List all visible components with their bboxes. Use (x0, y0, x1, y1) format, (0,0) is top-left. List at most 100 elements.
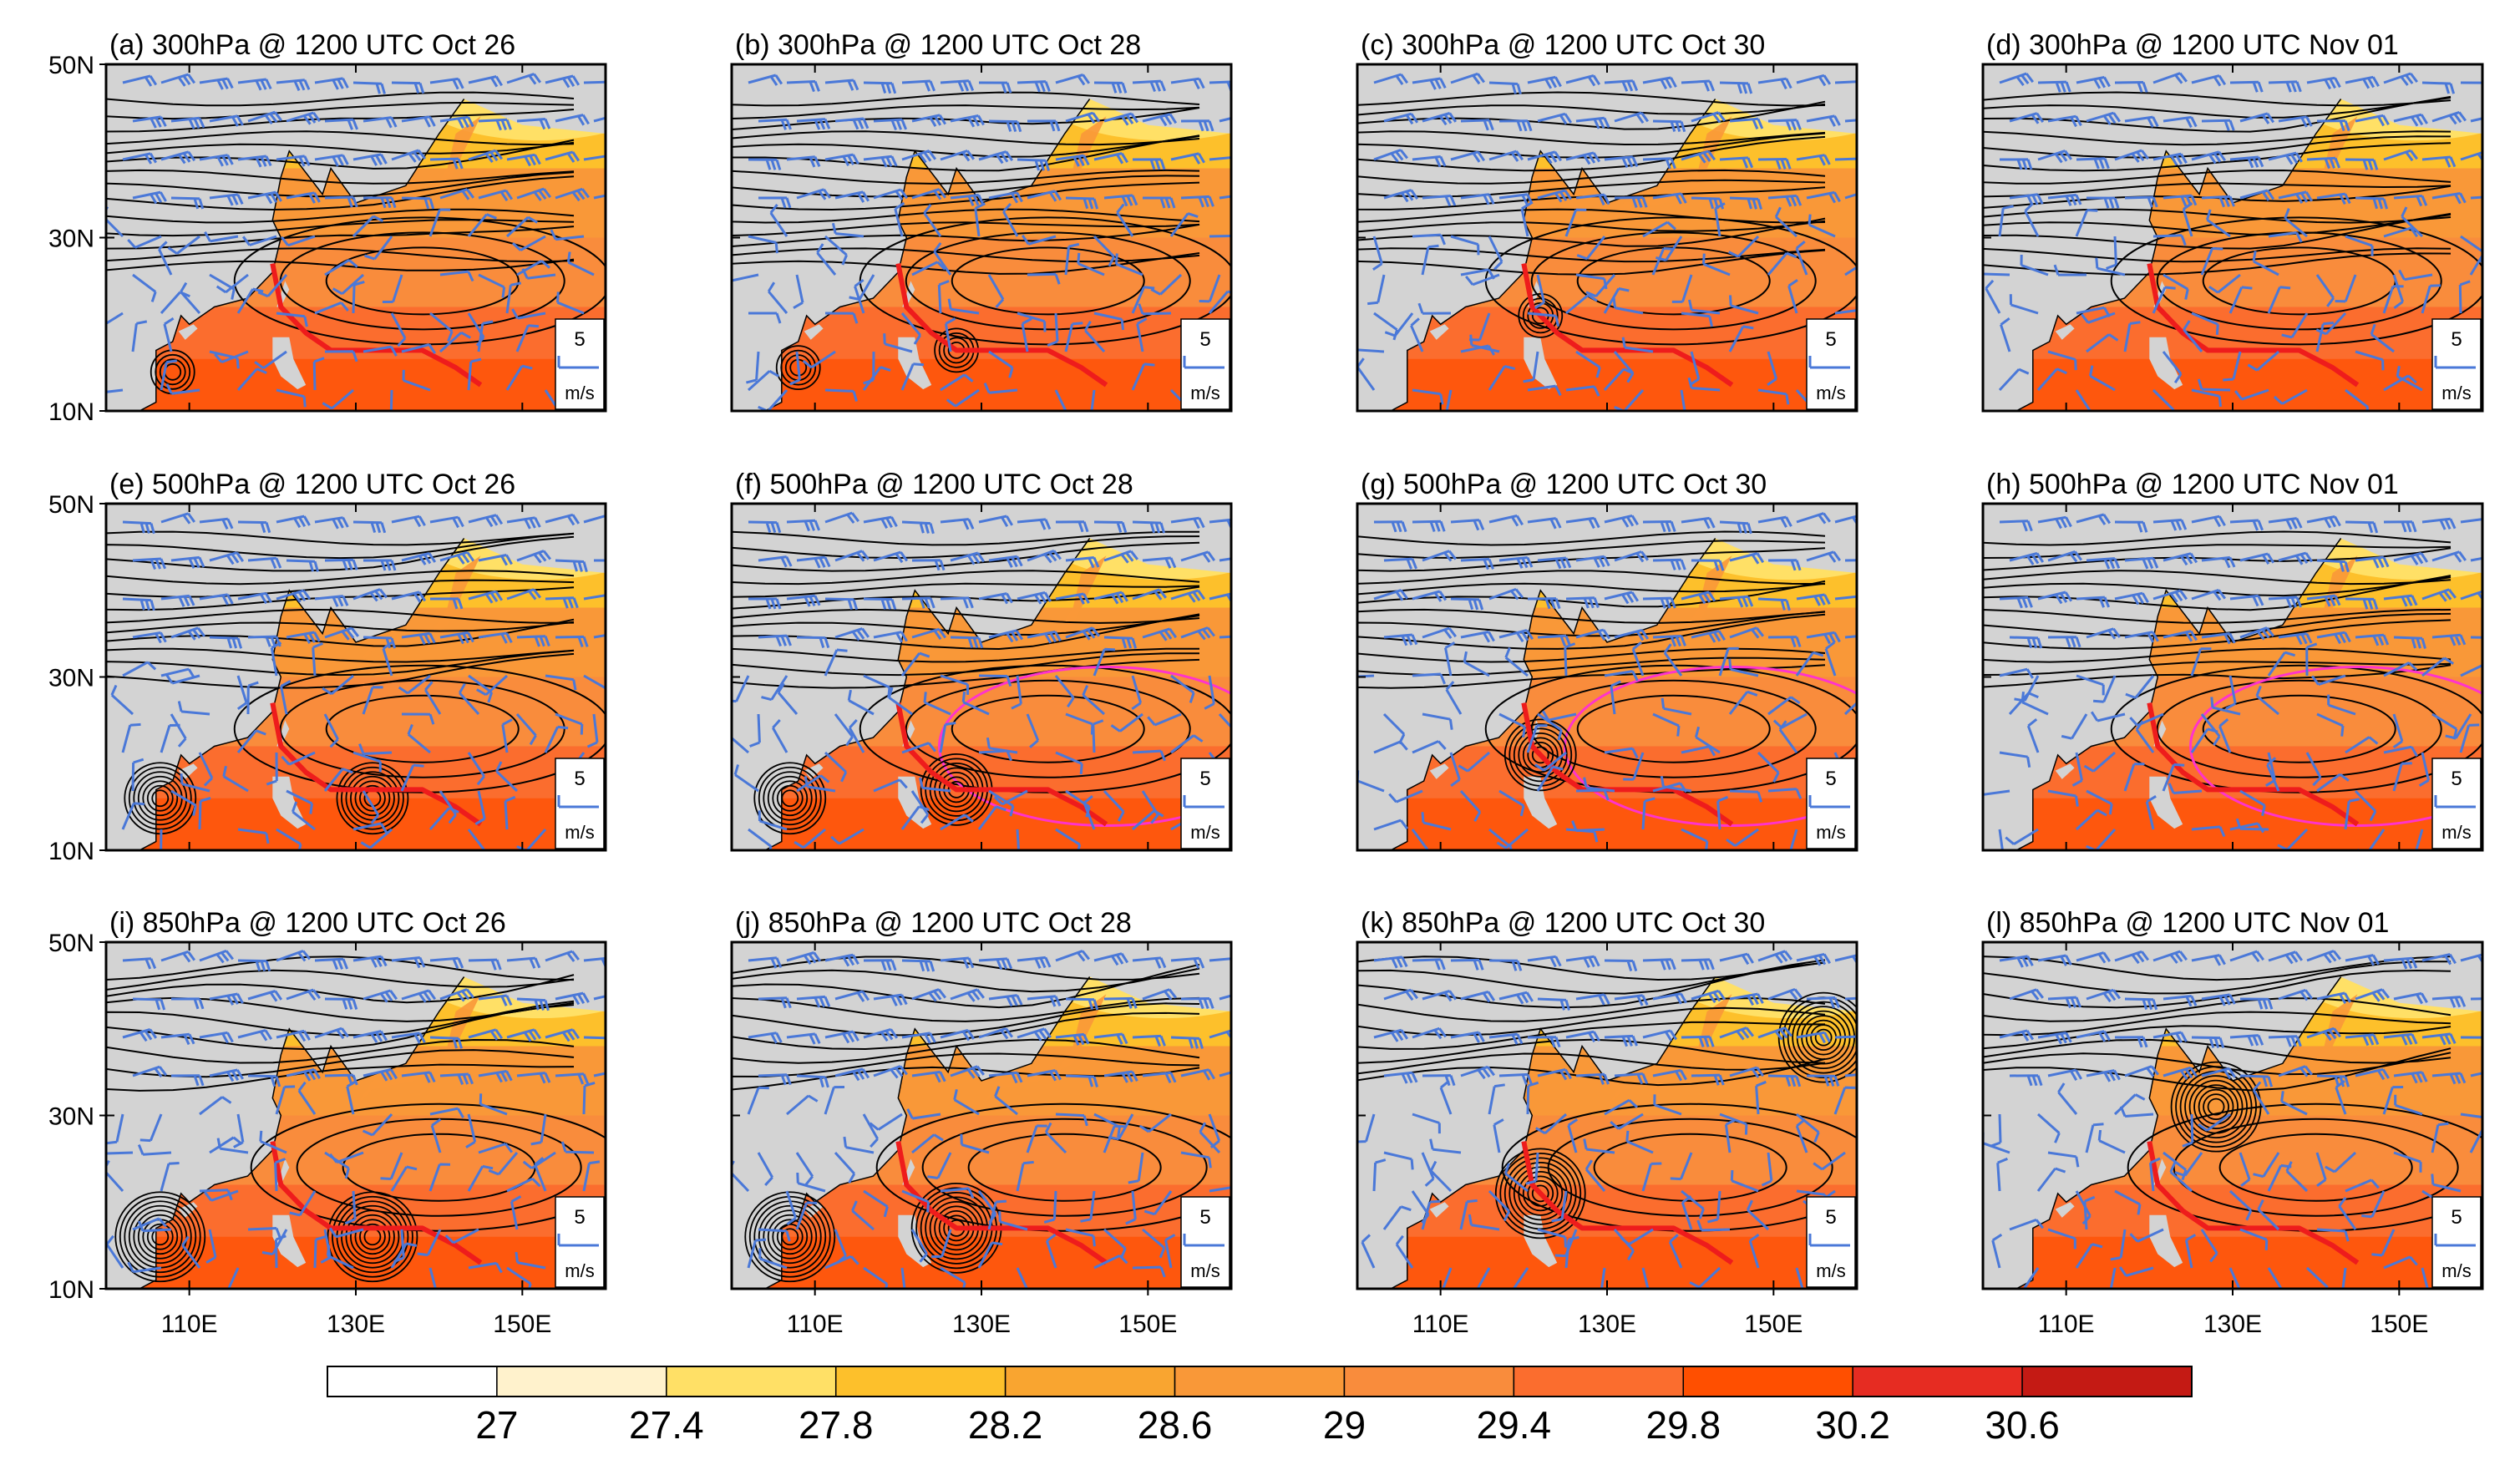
wind-legend-box (555, 1196, 605, 1288)
wind-barb-icon (1565, 596, 1600, 609)
wind-barb-icon (401, 115, 436, 128)
geopotential-contour (1357, 997, 1826, 1022)
wind-barb-icon (1525, 1152, 1539, 1185)
wind-barb-icon (1806, 631, 1841, 645)
wind-barb-icon (1055, 1032, 1090, 1046)
wind-barb-icon (2205, 209, 2231, 238)
wind-barb-icon (2086, 196, 2120, 209)
high-contour (1576, 694, 1771, 763)
wind-barb-icon (1537, 997, 1570, 1011)
wind-barb-icon (2083, 1195, 2096, 1230)
wind-barb-icon (286, 789, 313, 814)
wind-barb-icon (1459, 789, 1482, 822)
wind-barb-icon (1534, 274, 1546, 309)
typhoon-track (1521, 1141, 1734, 1265)
high-contour (951, 246, 1145, 316)
colorbar-frame (327, 1366, 2193, 1397)
wind-barb-icon (1444, 641, 1456, 677)
geopotential-contour (106, 647, 575, 663)
wind-barb-icon (758, 810, 788, 831)
wind-barb-icon (1383, 557, 1417, 570)
wind-barb-icon (795, 1201, 818, 1230)
wind-barb-icon (555, 635, 589, 647)
wind-barb-icon (1017, 312, 1047, 332)
wind-barb-icon (988, 1071, 1023, 1084)
wind-barb-icon (1653, 1094, 1682, 1116)
cyclone-contour (155, 353, 191, 390)
wind-barb-icon (2421, 81, 2456, 94)
wind-barb-icon (1806, 996, 1840, 1009)
wind-barb-icon (1767, 119, 1802, 131)
wind-barb-icon (1164, 1234, 1176, 1269)
wind-barb-icon (2163, 273, 2189, 300)
wind-barb-icon (1767, 251, 1797, 276)
wind-barb-icon (314, 595, 349, 607)
wind-barb-icon (761, 675, 788, 702)
wind-barb-icon (199, 77, 234, 90)
wind-barb-icon (749, 713, 761, 748)
wind-barb-icon (2382, 1086, 2404, 1115)
wind-barb-icon (122, 957, 157, 970)
geopotential-contour (106, 530, 575, 546)
wind-barb-icon (583, 956, 606, 970)
wind-barb-icon (2047, 636, 2081, 648)
wind-barb-icon (2191, 825, 2226, 838)
geopotential-contour (1983, 97, 2452, 119)
cyclone-contour (758, 766, 822, 830)
panel-title: (d) 300hPa @ 1200 UTC Nov 01 (1986, 29, 2399, 61)
wind-barb-icon (1011, 675, 1022, 710)
cyclone-contour (772, 780, 809, 817)
wind-barb-icon (1488, 1083, 1505, 1115)
wind-legend-unit: m/s (2441, 1260, 2471, 1281)
geopotential-contour (106, 956, 575, 981)
wind-barb-icon (1575, 993, 1610, 1006)
wind-barb-icon (160, 723, 180, 753)
wind-barb-icon (824, 597, 859, 611)
wind-barb-icon (1795, 1118, 1808, 1153)
wind-barb-icon (515, 1251, 546, 1270)
wind-barb-icon (2201, 195, 2235, 208)
geopotential-contour (106, 109, 575, 133)
wind-barb-icon (1055, 154, 1090, 167)
geopotential-contour (1357, 208, 1826, 224)
cyclone-contour (2175, 1066, 2257, 1148)
wind-barb-icon (1719, 1113, 1748, 1135)
colorbar-segment (1174, 1366, 1346, 1397)
wind-barb-icon (816, 243, 837, 276)
wind-barb-icon (831, 222, 865, 238)
land-mass (1357, 942, 1857, 1289)
wind-barb-icon (270, 641, 282, 677)
wind-barb-icon (204, 1189, 239, 1202)
wind-barb-icon (478, 1143, 514, 1154)
wind-barb-icon (1373, 956, 1408, 969)
wind-barb-icon (2114, 1189, 2142, 1215)
wind-barb-icon (391, 591, 427, 603)
wind-barb-icon (988, 555, 1023, 568)
cyclone-contour (354, 1219, 391, 1255)
wind-barb-icon (2047, 1068, 2082, 1081)
wind-barb-icon (106, 1151, 134, 1155)
wind-barb-icon (732, 724, 749, 754)
wind-barb-icon (1999, 667, 2034, 679)
wind-barb-icon (786, 1032, 821, 1045)
wind-barb-icon (545, 513, 581, 526)
wind-barb-icon (910, 1229, 928, 1263)
magenta-contour (2189, 666, 2482, 827)
geopotential-contour (732, 223, 1200, 248)
panel-plot-area (1983, 942, 2482, 1289)
wind-barb-icon (1209, 592, 1231, 604)
geopotential-contour (1983, 619, 2452, 650)
high-contour (951, 694, 1145, 763)
wind-barb-icon (2345, 75, 2380, 89)
wind-barb-icon (795, 1152, 814, 1186)
geopotential-contour (106, 608, 575, 624)
wind-barb-icon (2355, 350, 2385, 371)
wind-barb-icon (2086, 333, 2119, 353)
wind-barb-icon (1604, 747, 1639, 759)
wind-barb-icon (862, 1113, 880, 1148)
wind-barb-icon (1469, 334, 1500, 353)
wind-barb-icon (824, 751, 848, 783)
wind-barb-icon (1180, 626, 1215, 641)
wind-barb-icon (2383, 594, 2418, 607)
wind-barb-icon (1729, 552, 1765, 565)
